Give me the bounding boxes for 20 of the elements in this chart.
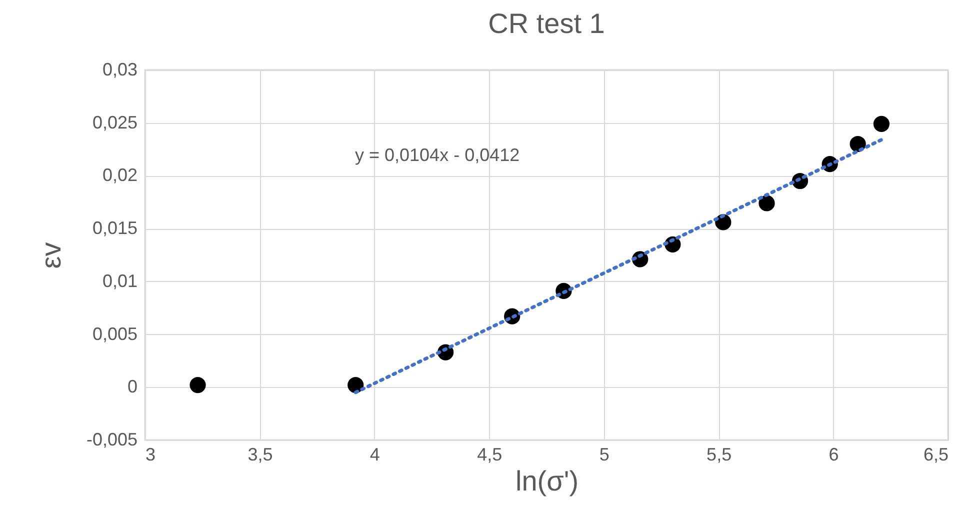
- y-tick-label: 0,015: [92, 218, 138, 238]
- x-tick-label: 6,5: [923, 444, 948, 464]
- x-tick-label: 4: [370, 444, 380, 464]
- x-tick-label: 4,5: [477, 444, 502, 464]
- y-tick-label: 0,025: [92, 112, 138, 132]
- y-tick-label: 0,02: [102, 165, 138, 186]
- y-tick-label: 0,03: [102, 60, 138, 80]
- x-tick-label: 3,5: [248, 444, 273, 464]
- y-tick-label: 0: [127, 376, 138, 397]
- annotation: y = 0,0104x - 0,0412: [355, 145, 520, 165]
- y-tick-label: -0,005: [86, 430, 138, 450]
- x-tick-label: 6: [828, 444, 839, 464]
- chart-title: CR test 1: [488, 8, 605, 39]
- y-tick-label: 0,005: [92, 324, 138, 344]
- y-axis-title: εv: [35, 242, 66, 269]
- x-tick-label: 5: [599, 444, 610, 464]
- y-tick-label: 0,01: [102, 270, 138, 291]
- x-axis-title: ln(σ'): [515, 466, 579, 496]
- x-tick-label: 5,5: [706, 444, 732, 464]
- x-tick-label: 3: [146, 444, 156, 464]
